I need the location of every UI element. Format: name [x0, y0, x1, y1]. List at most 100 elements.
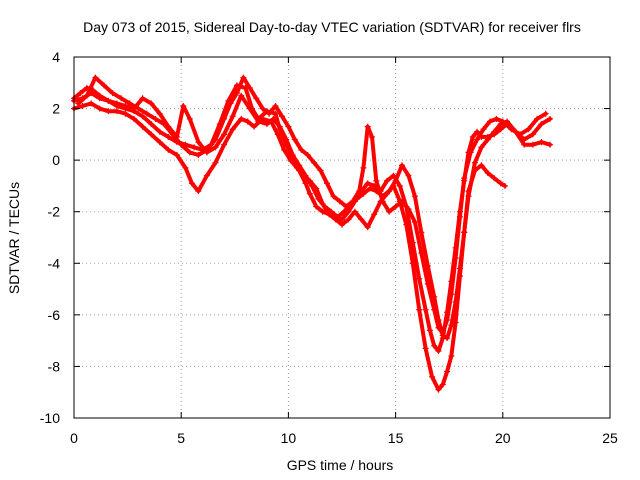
data-point	[253, 95, 260, 102]
data-point	[319, 208, 326, 215]
data-point	[416, 275, 423, 282]
data-point	[360, 164, 367, 171]
data-point	[240, 74, 247, 81]
data-point	[122, 102, 129, 109]
data-point	[448, 353, 455, 360]
data-point	[229, 126, 236, 133]
data-point	[396, 182, 403, 189]
data-point	[272, 102, 279, 109]
data-point	[339, 221, 345, 228]
data-point	[302, 180, 309, 187]
data-point	[251, 123, 258, 130]
data-point	[341, 208, 348, 215]
data-point	[390, 172, 397, 179]
data-point	[165, 146, 172, 153]
data-point	[148, 121, 155, 128]
data-point	[546, 141, 553, 148]
data-point	[529, 131, 536, 138]
data-point	[96, 105, 103, 112]
data-point	[272, 110, 279, 117]
data-point	[345, 216, 352, 223]
data-point	[525, 126, 532, 133]
data-point	[148, 100, 155, 107]
data-point	[212, 144, 219, 151]
data-point	[173, 133, 180, 140]
data-point	[88, 90, 95, 97]
data-point	[306, 190, 313, 197]
data-point	[317, 167, 324, 174]
data-point	[373, 177, 380, 184]
data-point	[238, 92, 245, 99]
data-point	[173, 151, 180, 158]
data-point	[122, 110, 129, 117]
data-point	[478, 162, 485, 169]
data-point	[274, 131, 281, 138]
data-point	[246, 105, 253, 112]
data-point	[399, 162, 406, 169]
y-tick-label: -2	[48, 204, 61, 220]
data-point	[315, 195, 322, 202]
data-point	[148, 131, 155, 138]
data-point	[105, 97, 112, 104]
data-point	[379, 198, 386, 205]
data-point	[113, 108, 120, 115]
plot-frame	[73, 56, 611, 419]
y-tick-label: 2	[52, 101, 60, 117]
grid	[74, 57, 610, 418]
data-point	[529, 141, 536, 148]
data-point	[101, 82, 108, 89]
data-point	[165, 123, 172, 130]
data-point	[203, 149, 210, 156]
data-point	[384, 177, 391, 184]
data-point	[512, 128, 519, 135]
y-tick-label: 0	[52, 152, 60, 168]
data-point	[392, 203, 399, 210]
data-point	[221, 141, 228, 148]
data-point	[339, 216, 345, 223]
data-point	[486, 118, 493, 125]
data-point	[491, 128, 498, 135]
x-axis-label: GPS time / hours	[287, 457, 394, 473]
data-point	[469, 133, 476, 140]
data-point	[321, 203, 328, 210]
data-point	[497, 121, 504, 128]
data-point	[92, 74, 99, 81]
data-point	[156, 139, 163, 146]
y-axis-label: SDTVAR / TECUs	[6, 182, 22, 294]
data-point	[278, 113, 285, 120]
data-point	[165, 133, 172, 140]
data-point	[347, 200, 354, 207]
data-point	[233, 90, 240, 97]
data-point	[311, 159, 318, 166]
data-point	[308, 182, 315, 189]
data-point	[474, 128, 481, 135]
data-point	[281, 146, 288, 153]
data-point	[456, 213, 463, 220]
data-point	[364, 224, 371, 231]
data-point	[255, 118, 262, 125]
data-point	[79, 102, 86, 109]
data-point	[188, 180, 195, 187]
data-point	[180, 102, 187, 109]
data-point	[386, 188, 393, 195]
data-point	[478, 144, 485, 151]
data-point	[452, 298, 459, 305]
y-tick-label: -6	[48, 307, 61, 323]
data-point	[484, 136, 491, 143]
data-point	[444, 335, 451, 342]
data-point	[356, 188, 363, 195]
data-point	[221, 131, 228, 138]
data-point	[403, 221, 410, 228]
tick-marks	[73, 56, 611, 419]
data-point	[422, 345, 429, 352]
data-point	[411, 193, 418, 200]
data-point	[379, 193, 386, 200]
data-point	[203, 172, 210, 179]
data-point	[471, 159, 478, 166]
data-point	[435, 317, 442, 324]
data-point	[287, 157, 294, 164]
y-tick-label: 4	[52, 49, 60, 65]
data-point	[386, 208, 393, 215]
data-point	[426, 327, 433, 334]
